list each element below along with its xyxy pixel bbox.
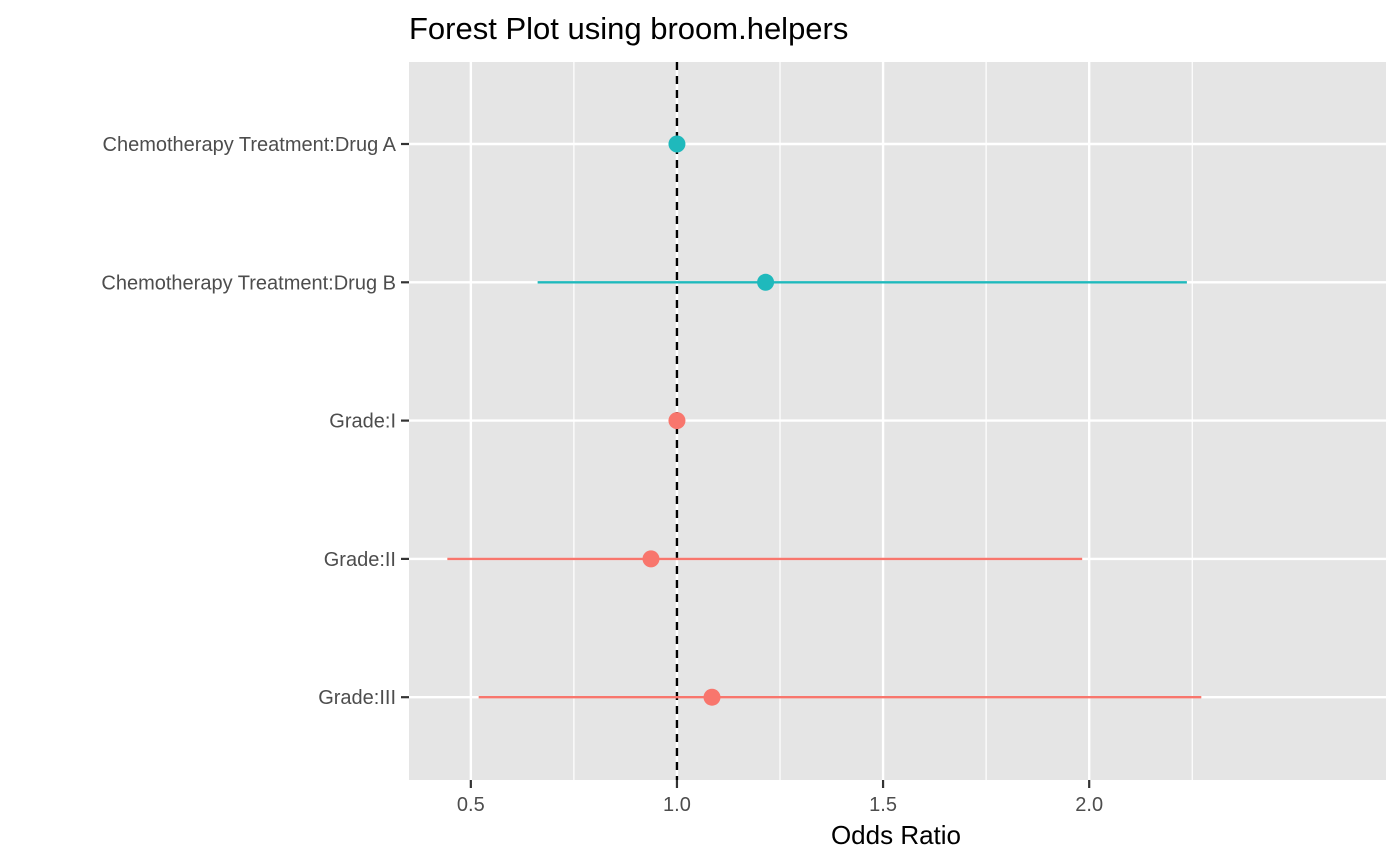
y-tick-label: Chemotherapy Treatment:Drug A xyxy=(103,134,397,156)
estimate-point xyxy=(668,135,686,153)
estimate-point xyxy=(668,412,686,430)
estimate-point xyxy=(703,688,721,706)
confidence-intervals xyxy=(447,281,1202,699)
y-tick-label: Grade:III xyxy=(318,687,396,709)
chart-title: Forest Plot using broom.helpers xyxy=(409,11,848,46)
x-tick-label: 2.0 xyxy=(1075,794,1103,816)
x-axis: 0.5 1.0 1.5 2.0 xyxy=(457,780,1103,816)
estimate-point xyxy=(642,550,660,568)
estimate-point xyxy=(757,273,775,291)
x-axis-label: Odds Ratio xyxy=(831,820,961,850)
x-tick-label: 1.5 xyxy=(869,794,897,816)
y-tick-label: Chemotherapy Treatment:Drug B xyxy=(101,272,396,294)
y-tick-label: Grade:I xyxy=(329,411,396,433)
y-tick-label: Grade:II xyxy=(324,549,396,571)
y-axis: Chemotherapy Treatment:Drug A Chemotherap… xyxy=(101,134,409,709)
x-tick-label: 1.0 xyxy=(663,794,691,816)
estimate-points xyxy=(642,135,775,706)
x-tick-label: 0.5 xyxy=(457,794,485,816)
